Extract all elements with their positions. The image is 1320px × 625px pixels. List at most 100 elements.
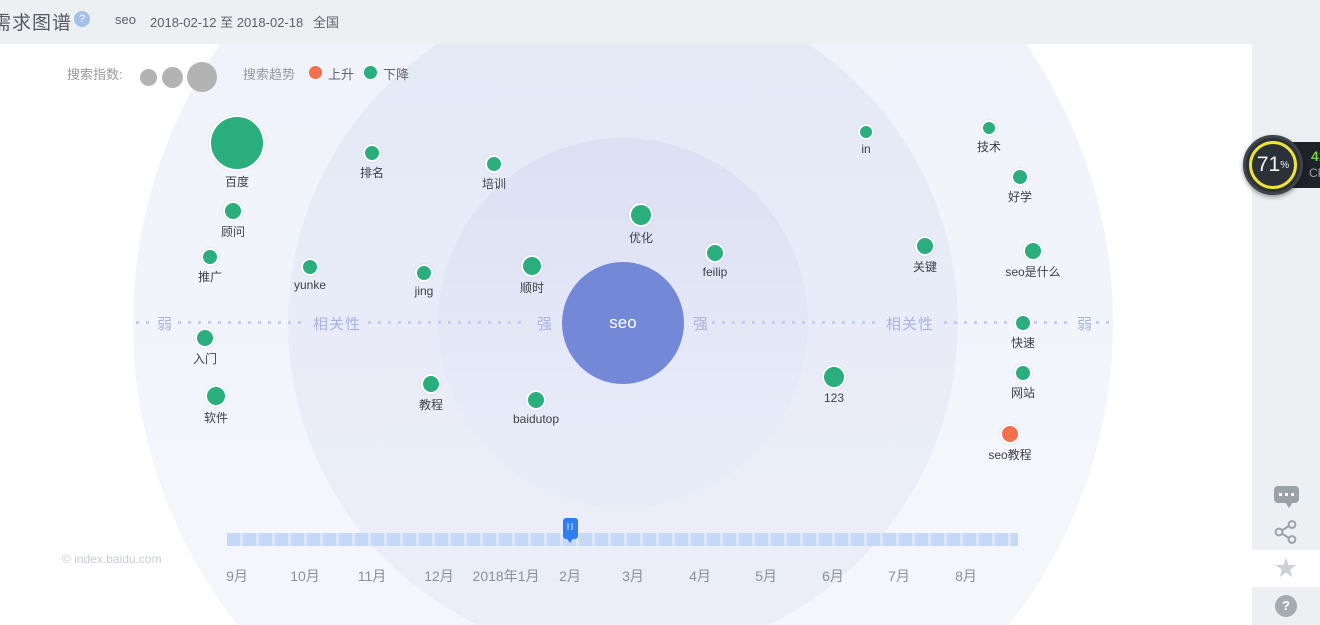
- trend-down-label: 下降: [383, 67, 410, 82]
- keyword-bubble[interactable]: [981, 120, 997, 136]
- trend-up-label: 上升: [328, 67, 355, 82]
- keyword-bubble-label: 关键: [912, 260, 938, 274]
- keyword-bubble[interactable]: [1014, 364, 1032, 382]
- keyword-bubble-label: 百度: [224, 175, 250, 189]
- chart-panel: 搜索指数: 搜索趋势 上升 下降 弱 相关性 强 强 相关性 弱 百度 排名 培训 顾问 优化 推广…: [0, 44, 1252, 625]
- keyword-bubble[interactable]: [209, 115, 265, 171]
- axis-dotted-line: [944, 321, 1068, 324]
- gauge-ring: 71 %: [1249, 141, 1297, 189]
- keyword-bubble-label: 培训: [481, 177, 507, 191]
- help-button[interactable]: ?: [1252, 587, 1320, 624]
- keyword-bubble[interactable]: [195, 328, 215, 348]
- keyword-bubble-label: 排名: [359, 166, 385, 180]
- axis-label: 相关性: [312, 316, 362, 333]
- keyword-bubble[interactable]: [205, 385, 227, 407]
- keyword-bubble[interactable]: [822, 365, 846, 389]
- title-help-icon[interactable]: ?: [74, 11, 90, 27]
- keyword-bubble-label: 教程: [418, 398, 444, 412]
- month-label: 6月: [822, 568, 844, 584]
- keyword-bubble[interactable]: [1000, 424, 1020, 444]
- share-button[interactable]: [1252, 513, 1320, 550]
- legend-size-circle: [162, 66, 183, 88]
- keyword-bubble[interactable]: [201, 248, 219, 266]
- keyword-bubble-label: 123: [823, 391, 845, 405]
- legend-trend-label: 搜索趋势: [243, 67, 296, 82]
- header: 需求图谱 ? seo 2018-02-12 至 2018-02-18 全国: [0, 0, 1320, 44]
- keyword-bubble-label: jing: [414, 284, 434, 298]
- cpu-stat-value: 41: [1311, 148, 1320, 164]
- keyword-bubble[interactable]: [301, 258, 319, 276]
- keyword-bubble[interactable]: [1011, 168, 1029, 186]
- keyword-bubble-label: 技术: [976, 140, 1002, 154]
- legend-size-circle: [140, 68, 157, 86]
- keyword-bubble-label: 顾问: [220, 225, 246, 239]
- keyword-bubble[interactable]: [415, 264, 433, 282]
- axis-dotted-line: [368, 321, 528, 324]
- center-keyword-label: seo: [609, 313, 637, 332]
- keyword-bubble-label: feilip: [702, 265, 728, 279]
- legend: 搜索指数: 搜索趋势 上升 下降: [0, 58, 1252, 92]
- keyword-bubble[interactable]: [363, 144, 381, 162]
- axis-dotted-line: [178, 321, 308, 324]
- keyword-bubble-label: 优化: [628, 231, 654, 245]
- keyword: seo: [115, 12, 136, 27]
- center-keyword-node[interactable]: seo: [562, 262, 684, 384]
- keyword-bubble-label: 快速: [1010, 336, 1036, 350]
- timeline-track[interactable]: [227, 533, 1018, 546]
- month-label: 5月: [755, 568, 777, 584]
- keyword-bubble-label: 入门: [192, 352, 218, 366]
- feedback-icon: [1273, 486, 1299, 508]
- keyword-bubble-label: baidutop: [512, 412, 560, 426]
- trend-down-dot: [364, 66, 377, 79]
- keyword-bubble-label: 顺时: [519, 281, 545, 295]
- axis-label: 弱: [1076, 316, 1094, 333]
- keyword-bubble-label: in: [861, 142, 871, 156]
- month-label: 3月: [622, 568, 644, 584]
- legend-size-circle: [187, 62, 217, 92]
- axis-label: 强: [536, 316, 554, 333]
- month-label: 4月: [689, 568, 711, 584]
- legend-index-label: 搜索指数:: [67, 67, 123, 82]
- watermark: © index.baidu.com: [62, 552, 162, 566]
- question-icon: ?: [1275, 594, 1297, 617]
- month-label: 11月: [357, 568, 387, 584]
- axis-dotted-line: [712, 321, 878, 324]
- month-label: 2018年1月: [472, 568, 540, 584]
- keyword-bubble[interactable]: [223, 201, 243, 221]
- keyword-bubble-label: yunke: [293, 278, 327, 292]
- gauge-circle: 71 %: [1243, 135, 1303, 195]
- keyword-bubble[interactable]: [485, 155, 503, 173]
- region: 全国: [313, 15, 340, 30]
- month-label: 7月: [888, 568, 910, 584]
- cpu-stat-label: CPU: [1309, 166, 1320, 180]
- keyword-bubble-label: seo是什么: [1005, 265, 1061, 279]
- keyword-bubble[interactable]: [915, 236, 935, 256]
- keyword-bubble[interactable]: [858, 124, 874, 140]
- keyword-bubble[interactable]: [705, 243, 725, 263]
- keyword-bubble-label: 网站: [1010, 386, 1036, 400]
- axis-label: 弱: [156, 316, 174, 333]
- keyword-bubble-label: 推广: [197, 270, 223, 284]
- star-icon: ★: [1273, 553, 1299, 583]
- keyword-bubble[interactable]: [1023, 241, 1043, 261]
- trend-up-dot: [309, 66, 322, 79]
- keyword-bubble-label: 好学: [1007, 190, 1033, 204]
- feedback-button[interactable]: [1252, 476, 1320, 513]
- side-toolbar: ★ ?: [1252, 476, 1320, 624]
- gauge-value: 71: [1256, 153, 1281, 176]
- keyword-bubble-label: seo教程: [988, 448, 1032, 462]
- axis-dotted-line: [1096, 321, 1112, 324]
- keyword-bubble[interactable]: [421, 374, 441, 394]
- month-label: 8月: [955, 568, 977, 584]
- month-label: 9月: [226, 568, 248, 584]
- gauge-unit: %: [1280, 159, 1290, 171]
- month-label: 12月: [424, 568, 454, 584]
- page-title: 需求图谱: [0, 13, 73, 34]
- keyword-bubble[interactable]: [1014, 314, 1032, 332]
- keyword-bubble[interactable]: [629, 203, 653, 227]
- keyword-bubble[interactable]: [526, 390, 546, 410]
- timeline-handle[interactable]: [562, 518, 578, 543]
- axis-dotted-line: [136, 321, 152, 324]
- favorite-button[interactable]: ★: [1252, 550, 1320, 587]
- keyword-bubble[interactable]: [521, 255, 543, 277]
